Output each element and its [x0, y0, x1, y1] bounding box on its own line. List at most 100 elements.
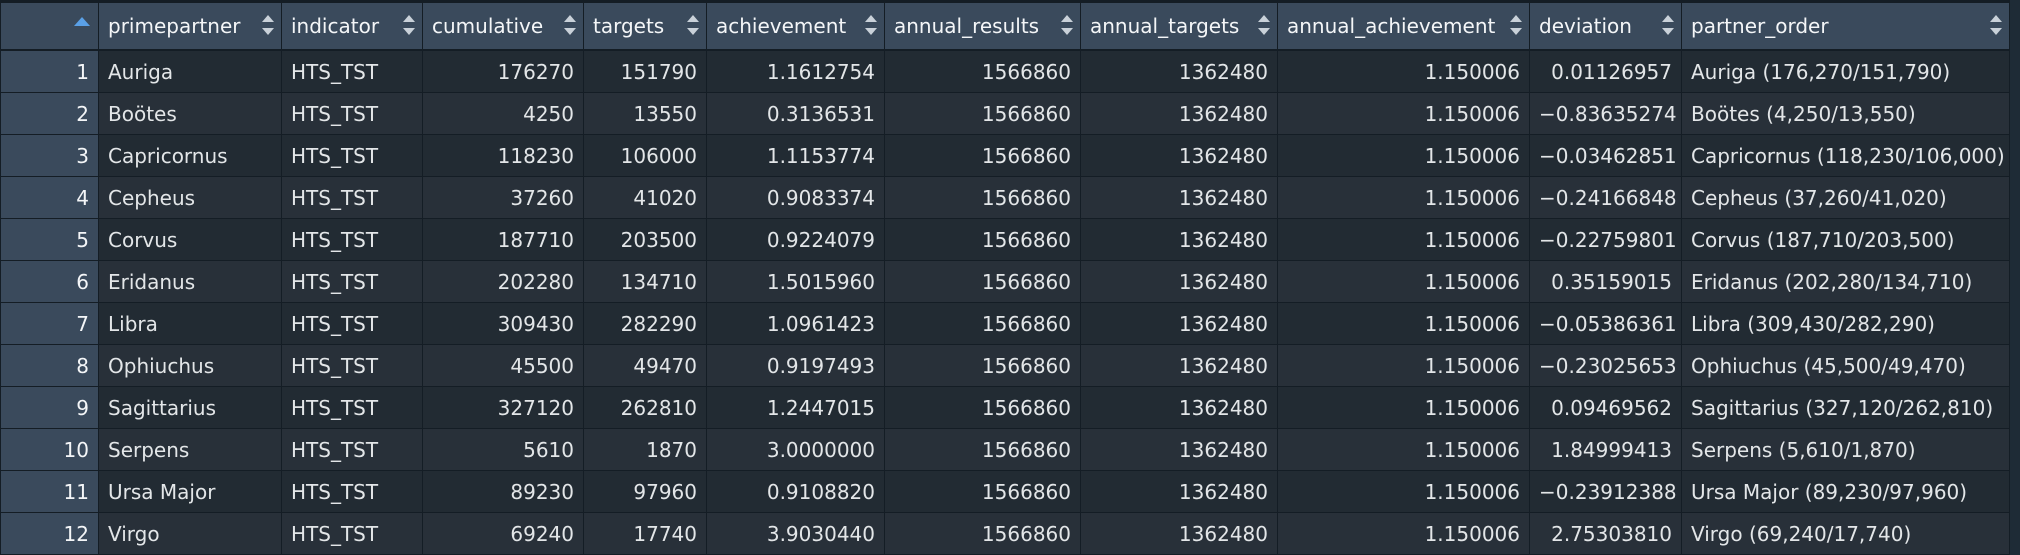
cell-annual-achievement: 1.150006	[1277, 512, 1530, 555]
column-header-annual-results[interactable]: annual_results	[884, 0, 1081, 51]
table-row[interactable]: 11 Ursa Major HTS_TST 89230 97960 0.9108820 15…	[0, 470, 2010, 513]
column-header-achievement[interactable]: achievement	[706, 0, 885, 51]
sort-ascending-icon	[74, 17, 90, 26]
cell-indicator: HTS_TST	[281, 512, 423, 555]
table-row[interactable]: 3 Capricornus HTS_TST 118230 106000 1.1153774…	[0, 134, 2010, 177]
table-row[interactable]: 2 Boötes HTS_TST 4250 13550 0.3136531 1566860 1…	[0, 92, 2010, 135]
cell-annual-achievement: 1.150006	[1277, 470, 1530, 513]
cell-annual-results: 1566860	[884, 470, 1081, 513]
sort-both-icon[interactable]	[1258, 14, 1270, 36]
table-row[interactable]: 4 Cepheus HTS_TST 37260 41020 0.9083374 156686…	[0, 176, 2010, 219]
column-header-indicator[interactable]: indicator	[281, 0, 423, 51]
cell-annual-achievement: 1.150006	[1277, 92, 1530, 135]
cell-deviation: −0.23025653	[1529, 344, 1682, 387]
cell-annual-targets: 1362480	[1080, 512, 1278, 555]
sort-both-icon[interactable]	[1061, 14, 1073, 36]
row-number: 12	[0, 512, 99, 555]
cell-achievement: 0.9083374	[706, 176, 885, 219]
table-body: 1 Auriga HTS_TST 176270 151790 1.1612754 15668…	[0, 49, 2010, 555]
sort-both-icon[interactable]	[1510, 14, 1522, 36]
cell-deviation: 0.35159015	[1529, 260, 1682, 303]
column-header-cumulative[interactable]: cumulative	[422, 0, 584, 51]
cell-primepartner: Ophiuchus	[98, 344, 282, 387]
cell-cumulative: 118230	[422, 134, 584, 177]
cell-annual-results: 1566860	[884, 428, 1081, 471]
cell-primepartner: Capricornus	[98, 134, 282, 177]
cell-targets: 134710	[583, 260, 707, 303]
cell-cumulative: 4250	[422, 92, 584, 135]
cell-indicator: HTS_TST	[281, 428, 423, 471]
cell-targets: 49470	[583, 344, 707, 387]
sort-both-icon[interactable]	[564, 14, 576, 36]
cell-annual-results: 1566860	[884, 92, 1081, 135]
table-row[interactable]: 9 Sagittarius HTS_TST 327120 262810 1.2447015…	[0, 386, 2010, 429]
cell-cumulative: 309430	[422, 302, 584, 345]
cell-annual-targets: 1362480	[1080, 428, 1278, 471]
cell-annual-targets: 1362480	[1080, 260, 1278, 303]
cell-partner-order: Cepheus (37,260/41,020)	[1681, 176, 2010, 219]
sort-both-icon[interactable]	[865, 14, 877, 36]
cell-targets: 151790	[583, 49, 707, 93]
column-header-annual-targets[interactable]: annual_targets	[1080, 0, 1278, 51]
cell-targets: 262810	[583, 386, 707, 429]
header-row: primepartner indicator cumulative targets ac…	[0, 0, 2010, 51]
row-number-header[interactable]	[0, 0, 99, 51]
sort-both-icon[interactable]	[262, 14, 274, 36]
cell-primepartner: Sagittarius	[98, 386, 282, 429]
table-row[interactable]: 5 Corvus HTS_TST 187710 203500 0.9224079 15668…	[0, 218, 2010, 261]
row-number: 9	[0, 386, 99, 429]
sort-both-icon[interactable]	[1662, 14, 1674, 36]
column-header-label: deviation	[1539, 14, 1632, 38]
cell-annual-results: 1566860	[884, 176, 1081, 219]
cell-annual-targets: 1362480	[1080, 470, 1278, 513]
cell-deviation: 0.01126957	[1529, 49, 1682, 93]
cell-partner-order: Sagittarius (327,120/262,810)	[1681, 386, 2010, 429]
table-row[interactable]: 8 Ophiuchus HTS_TST 45500 49470 0.9197493 1566…	[0, 344, 2010, 387]
cell-targets: 17740	[583, 512, 707, 555]
cell-targets: 13550	[583, 92, 707, 135]
cell-targets: 282290	[583, 302, 707, 345]
cell-annual-achievement: 1.150006	[1277, 302, 1530, 345]
cell-achievement: 0.9224079	[706, 218, 885, 261]
cell-annual-results: 1566860	[884, 344, 1081, 387]
table-row[interactable]: 6 Eridanus HTS_TST 202280 134710 1.5015960 156…	[0, 260, 2010, 303]
column-header-targets[interactable]: targets	[583, 0, 707, 51]
cell-achievement: 1.0961423	[706, 302, 885, 345]
sort-both-icon[interactable]	[1990, 14, 2002, 36]
cell-primepartner: Corvus	[98, 218, 282, 261]
cell-deviation: 1.84999413	[1529, 428, 1682, 471]
cell-achievement: 0.9108820	[706, 470, 885, 513]
column-header-partner-order[interactable]: partner_order	[1681, 0, 2010, 51]
cell-achievement: 1.2447015	[706, 386, 885, 429]
column-header-primepartner[interactable]: primepartner	[98, 0, 282, 51]
row-number: 7	[0, 302, 99, 345]
cell-annual-results: 1566860	[884, 302, 1081, 345]
column-header-deviation[interactable]: deviation	[1529, 0, 1682, 51]
cell-annual-achievement: 1.150006	[1277, 49, 1530, 93]
cell-annual-targets: 1362480	[1080, 386, 1278, 429]
table-row[interactable]: 10 Serpens HTS_TST 5610 1870 3.0000000 1566860…	[0, 428, 2010, 471]
column-header-annual-achievement[interactable]: annual_achievement	[1277, 0, 1530, 51]
sort-both-icon[interactable]	[403, 14, 415, 36]
cell-cumulative: 89230	[422, 470, 584, 513]
cell-annual-results: 1566860	[884, 49, 1081, 93]
cell-partner-order: Auriga (176,270/151,790)	[1681, 49, 2010, 93]
cell-partner-order: Virgo (69,240/17,740)	[1681, 512, 2010, 555]
sort-both-icon[interactable]	[687, 14, 699, 36]
cell-annual-targets: 1362480	[1080, 176, 1278, 219]
cell-partner-order: Capricornus (118,230/106,000)	[1681, 134, 2010, 177]
table-row[interactable]: 7 Libra HTS_TST 309430 282290 1.0961423 156686…	[0, 302, 2010, 345]
cell-primepartner: Auriga	[98, 49, 282, 93]
cell-achievement: 1.5015960	[706, 260, 885, 303]
row-number: 5	[0, 218, 99, 261]
cell-annual-achievement: 1.150006	[1277, 218, 1530, 261]
cell-targets: 106000	[583, 134, 707, 177]
cell-annual-achievement: 1.150006	[1277, 176, 1530, 219]
cell-targets: 97960	[583, 470, 707, 513]
cell-annual-targets: 1362480	[1080, 302, 1278, 345]
table-row[interactable]: 12 Virgo HTS_TST 69240 17740 3.9030440 1566860…	[0, 512, 2010, 555]
cell-deviation: −0.05386361	[1529, 302, 1682, 345]
cell-cumulative: 327120	[422, 386, 584, 429]
table-row[interactable]: 1 Auriga HTS_TST 176270 151790 1.1612754 15668…	[0, 49, 2010, 93]
cell-cumulative: 45500	[422, 344, 584, 387]
